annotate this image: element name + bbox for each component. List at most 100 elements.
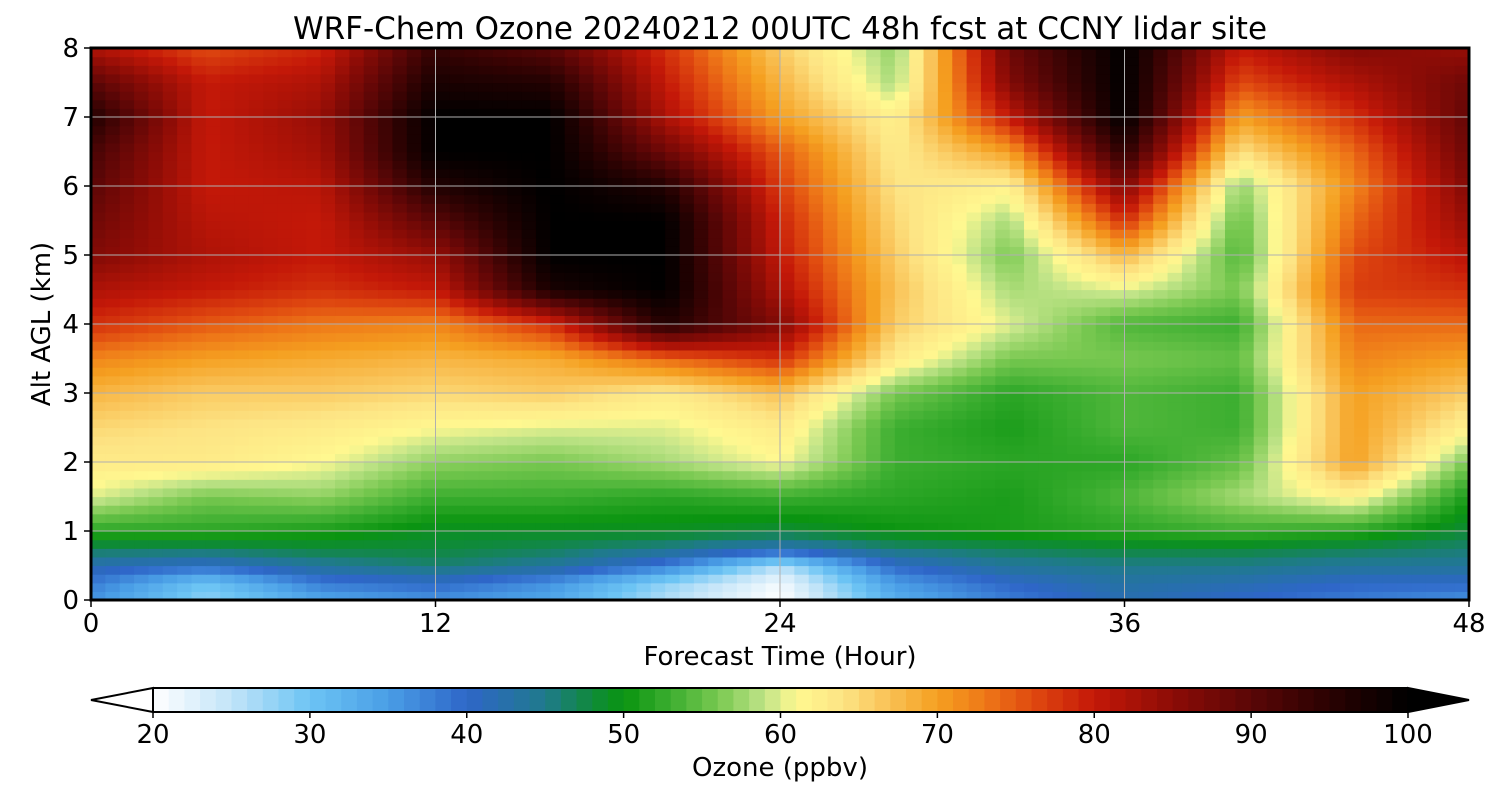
heatmap-cell — [1440, 367, 1456, 377]
heatmap-cell — [119, 582, 135, 592]
heatmap-cell — [464, 384, 480, 394]
heatmap-cell — [406, 418, 422, 429]
heatmap-cell — [1153, 513, 1169, 523]
heatmap-cell — [406, 289, 422, 299]
heatmap-cell — [363, 479, 379, 489]
heatmap-cell — [349, 401, 365, 411]
heatmap-cell — [1110, 384, 1126, 394]
heatmap-cell — [1095, 487, 1111, 498]
heatmap-cell — [220, 315, 236, 325]
heatmap-cell — [1167, 375, 1183, 385]
heatmap-cell — [1052, 410, 1068, 420]
heatmap-cell — [492, 470, 508, 480]
heatmap-cell — [1397, 298, 1413, 308]
heatmap-cell — [823, 272, 839, 282]
heatmap-cell — [1038, 349, 1054, 360]
heatmap-cell — [119, 315, 135, 325]
heatmap-cell — [1454, 393, 1469, 403]
heatmap-cell — [794, 272, 810, 282]
heatmap-cell — [335, 237, 350, 247]
heatmap-cell — [406, 220, 422, 230]
heatmap-cell — [1368, 160, 1384, 170]
heatmap-cell — [995, 324, 1011, 334]
heatmap-cell — [406, 522, 422, 532]
heatmap-cell — [421, 298, 437, 308]
heatmap-cell — [880, 220, 896, 230]
heatmap-cell — [1052, 211, 1068, 222]
heatmap-cell — [765, 479, 781, 489]
heatmap-cell — [535, 453, 551, 463]
heatmap-cell — [1024, 272, 1039, 282]
heatmap-cell — [435, 487, 451, 498]
heatmap-cell — [622, 548, 638, 558]
heatmap-cell — [995, 384, 1011, 394]
heatmap-cell — [492, 298, 508, 308]
heatmap-cell — [909, 272, 925, 282]
heatmap-cell — [794, 324, 810, 334]
heatmap-cell — [765, 168, 781, 178]
heatmap-cell — [521, 298, 537, 308]
heatmap-cell — [220, 384, 236, 394]
heatmap-cell — [363, 462, 379, 472]
heatmap-cell — [1440, 505, 1456, 515]
heatmap-cell — [1354, 470, 1370, 480]
heatmap-cell — [980, 375, 996, 385]
heatmap-cell — [464, 591, 480, 600]
heatmap-cell — [1181, 315, 1197, 325]
heatmap-cell — [1253, 591, 1269, 600]
heatmap-cell — [134, 384, 150, 394]
heatmap-cell — [1411, 211, 1427, 222]
heatmap-cell — [1181, 522, 1197, 532]
heatmap-cell — [866, 341, 882, 351]
heatmap-cell — [650, 280, 666, 291]
heatmap-cell — [1181, 531, 1197, 541]
heatmap-cell — [320, 539, 336, 549]
heatmap-cell — [277, 513, 293, 523]
heatmap-cell — [751, 203, 767, 213]
heatmap-cell — [1339, 401, 1355, 411]
heatmap-cell — [751, 591, 767, 600]
heatmap-cell — [1325, 177, 1341, 187]
heatmap-cell — [952, 220, 968, 230]
heatmap-cell — [952, 289, 968, 299]
heatmap-cell — [1210, 513, 1226, 523]
heatmap-cell — [1067, 289, 1083, 299]
heatmap-cell — [607, 211, 623, 222]
heatmap-cell — [464, 229, 480, 239]
heatmap-cell — [837, 401, 853, 411]
heatmap-cell — [751, 418, 767, 429]
heatmap-cell — [650, 393, 666, 403]
heatmap-cell — [119, 177, 135, 187]
heatmap-cell — [1052, 186, 1068, 196]
heatmap-cell — [248, 203, 264, 213]
heatmap-cell — [119, 160, 135, 170]
heatmap-cell — [134, 591, 150, 600]
heatmap-cell — [866, 220, 882, 230]
heatmap-cell — [1052, 255, 1068, 265]
heatmap-cell — [349, 410, 365, 420]
heatmap-cell — [435, 289, 451, 299]
heatmap-cell — [909, 522, 925, 532]
heatmap-cell — [636, 220, 652, 230]
heatmap-cell — [1253, 582, 1269, 592]
heatmap-cell — [980, 298, 996, 308]
heatmap-cell — [492, 384, 508, 394]
heatmap-cell — [1110, 203, 1126, 213]
heatmap-cell — [837, 513, 853, 523]
heatmap-cell — [1067, 237, 1083, 247]
heatmap-cell — [263, 487, 279, 498]
heatmap-cell — [909, 384, 925, 394]
heatmap-cell — [464, 513, 480, 523]
heatmap-cell — [1382, 168, 1398, 178]
heatmap-cell — [1110, 341, 1126, 351]
heatmap-cell — [177, 211, 193, 222]
heatmap-cell — [248, 522, 264, 532]
heatmap-cell — [478, 539, 494, 549]
heatmap-cell — [1110, 246, 1126, 256]
heatmap-cell — [1110, 393, 1126, 403]
heatmap-cell — [105, 427, 121, 437]
heatmap-cell — [91, 168, 106, 178]
heatmap-cell — [1282, 324, 1298, 334]
heatmap-cell — [607, 565, 623, 575]
heatmap-cell — [306, 349, 322, 360]
